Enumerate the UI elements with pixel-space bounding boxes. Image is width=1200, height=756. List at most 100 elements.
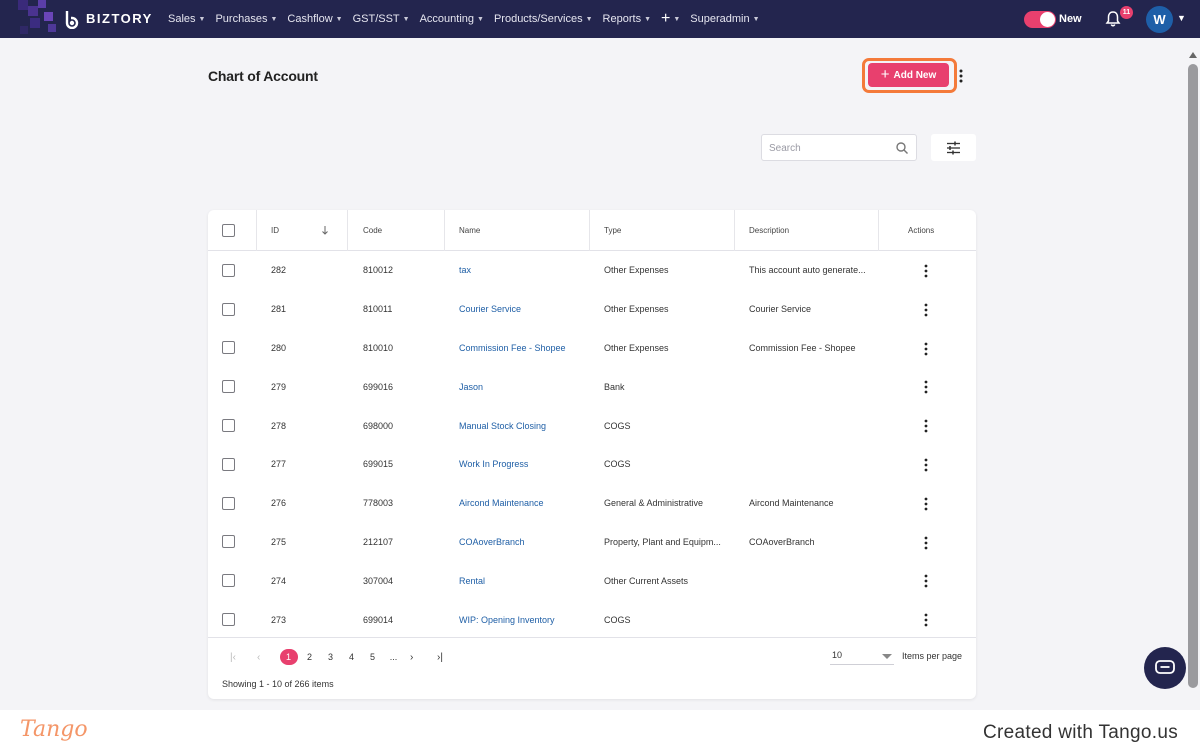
page-button[interactable]: 3 (327, 652, 333, 662)
prev-page-icon[interactable]: ‹ (257, 651, 261, 663)
cell-name-link[interactable]: tax (459, 265, 472, 276)
row-actions-icon[interactable] (922, 380, 930, 394)
row-checkbox[interactable] (222, 302, 235, 316)
nav-accounting[interactable]: Accounting ▼ (420, 13, 484, 25)
nav-purchases[interactable]: Purchases ▼ (215, 13, 277, 25)
nav-label: Purchases (215, 13, 268, 25)
cell-type: Other Expenses (604, 342, 669, 353)
cell-description (749, 367, 873, 406)
sort-arrow-down-icon[interactable] (321, 225, 329, 235)
column-divider[interactable] (878, 210, 879, 251)
row-checkbox[interactable] (222, 380, 235, 394)
column-label: Description (749, 226, 790, 235)
column-header-description[interactable]: Description (749, 210, 789, 251)
chevron-down-icon: ▼ (477, 15, 484, 23)
chat-widget-button[interactable] (1144, 647, 1186, 689)
column-header-id[interactable]: ID (271, 210, 331, 251)
page-button[interactable]: 2 (306, 652, 312, 662)
scroll-thumb[interactable] (1188, 64, 1198, 688)
nav-quick-add[interactable]: + ▼ (661, 11, 680, 27)
nav-products-services[interactable]: Products/Services ▼ (494, 13, 593, 25)
row-checkbox[interactable] (222, 419, 235, 433)
cell-type: COGS (604, 420, 631, 431)
chevron-down-icon: ▼ (585, 15, 593, 23)
add-new-button[interactable]: + Add New (868, 63, 949, 87)
row-actions-icon[interactable] (922, 264, 930, 278)
bell-icon[interactable] (1104, 10, 1122, 28)
row-actions-icon[interactable] (922, 458, 930, 472)
nav-cashflow[interactable]: Cashflow ▼ (287, 13, 342, 25)
select-all-cell (222, 210, 235, 251)
row-select-cell (222, 251, 235, 290)
search-icon[interactable] (895, 141, 909, 155)
row-checkbox[interactable] (222, 613, 235, 627)
nav-superadmin[interactable]: Superadmin ▼ (690, 13, 759, 25)
row-checkbox[interactable] (222, 574, 235, 588)
first-page-icon[interactable]: |‹ (230, 651, 236, 663)
cell-name-link[interactable]: Aircond Maintenance (459, 498, 544, 509)
cell-name-link[interactable]: Jason (459, 381, 484, 392)
row-checkbox[interactable] (222, 263, 235, 277)
column-divider[interactable] (444, 210, 445, 251)
cell-name-link[interactable]: Manual Stock Closing (459, 420, 547, 431)
column-divider[interactable] (589, 210, 590, 251)
logo-pixel (20, 26, 28, 34)
row-actions-icon[interactable] (922, 613, 930, 627)
row-actions-icon[interactable] (922, 497, 930, 511)
row-actions-icon[interactable] (922, 574, 930, 588)
row-actions-icon[interactable] (922, 419, 930, 433)
row-checkbox[interactable] (222, 535, 235, 549)
cell-name-link[interactable]: Rental (459, 575, 486, 586)
filter-settings-button[interactable] (931, 134, 976, 161)
items-per-page-select[interactable]: 10 (830, 648, 894, 665)
column-divider[interactable] (256, 210, 257, 251)
column-label: Code (363, 226, 383, 235)
row-actions-icon[interactable] (922, 536, 930, 550)
next-page-icon[interactable]: › (410, 651, 414, 663)
row-select-cell (222, 561, 235, 600)
nav-reports[interactable]: Reports ▼ (603, 13, 651, 25)
column-divider[interactable] (734, 210, 735, 251)
page-ellipsis[interactable]: ... (389, 652, 398, 662)
nav-gst-sst[interactable]: GST/SST ▼ (353, 13, 410, 25)
search-input[interactable] (769, 140, 889, 156)
brand-logo[interactable]: BIZTORY (0, 0, 162, 38)
nav-sales[interactable]: Sales ▼ (168, 13, 205, 25)
row-checkbox[interactable] (222, 457, 235, 471)
nav-label: Reports (602, 13, 642, 25)
select-all-checkbox[interactable] (222, 224, 235, 237)
row-actions-icon[interactable] (922, 342, 930, 356)
cell-name-link[interactable]: COAoverBranch (459, 536, 525, 547)
cell-name-link[interactable]: WIP: Opening Inventory (459, 614, 555, 625)
new-ui-toggle[interactable] (1024, 11, 1056, 28)
cell-id: 282 (271, 265, 287, 276)
page-button[interactable]: 5 (369, 652, 375, 662)
logo-pixel (44, 12, 53, 21)
column-header-code[interactable]: Code (363, 210, 382, 251)
more-options-icon[interactable] (956, 68, 966, 84)
biztory-logo-icon (65, 11, 79, 29)
row-checkbox[interactable] (222, 496, 235, 510)
page-button-current[interactable]: 1 (279, 649, 298, 665)
column-header-name[interactable]: Name (459, 210, 480, 251)
scroll-up-arrow-icon[interactable] (1189, 52, 1197, 58)
table-header: ID Code Name Type Description Actions (208, 210, 976, 251)
created-with-text: Created with Tango.us (982, 722, 1178, 743)
column-divider[interactable] (347, 210, 348, 251)
row-checkbox[interactable] (222, 341, 235, 355)
cell-code: 698000 (363, 420, 394, 431)
cell-description: Aircond Maintenance (749, 498, 834, 509)
user-avatar[interactable]: W (1146, 6, 1173, 33)
cell-id: 275 (271, 536, 287, 547)
page-button[interactable]: 4 (348, 652, 354, 662)
row-actions-icon[interactable] (922, 303, 930, 317)
cell-code: 778003 (363, 498, 394, 509)
cell-name-link[interactable]: Courier Service (459, 304, 522, 315)
cell-name-link[interactable]: Work In Progress (459, 459, 529, 470)
chevron-down-icon[interactable]: ▼ (1177, 13, 1186, 23)
column-header-type[interactable]: Type (604, 210, 621, 251)
last-page-icon[interactable]: ›| (437, 651, 443, 663)
page-scrollbar[interactable] (1186, 38, 1200, 710)
cell-name-link[interactable]: Commission Fee - Shopee (459, 342, 566, 353)
nav-label: Sales (168, 13, 196, 25)
